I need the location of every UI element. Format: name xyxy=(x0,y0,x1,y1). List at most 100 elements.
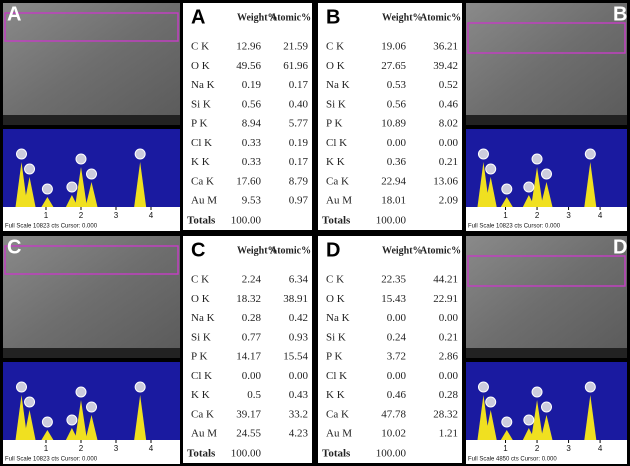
spectrum-peak xyxy=(484,177,497,207)
element-name: O K xyxy=(191,60,210,72)
spectrum-scale: Full Scale 10823 cts Cursor: 0.000 xyxy=(5,457,98,463)
element-marker xyxy=(66,414,78,426)
spectrum-peak xyxy=(584,395,597,440)
atomic-value: 0.00 xyxy=(439,370,459,382)
spectrum-peak xyxy=(23,177,36,207)
axis-tick-label: 3 xyxy=(114,211,119,220)
element-marker xyxy=(523,181,535,193)
spectrum-scale: Full Scale 10823 cts Cursor: 0.000 xyxy=(5,224,98,230)
totals-label: Totals xyxy=(187,448,216,460)
atomic-value: 0.21 xyxy=(439,331,458,343)
element-marker xyxy=(477,381,489,393)
sem-image xyxy=(466,236,627,358)
atomic-value: 0.93 xyxy=(289,331,309,343)
axis-tick-label: 2 xyxy=(535,211,540,220)
weight-value: 0.28 xyxy=(242,312,262,324)
element-marker xyxy=(86,401,97,413)
table-header: Weight% xyxy=(382,12,423,23)
atomic-value: 0.28 xyxy=(439,389,459,401)
element-marker xyxy=(41,416,53,428)
atomic-value: 44.21 xyxy=(433,274,458,286)
weight-value: 49.56 xyxy=(236,60,261,72)
element-name: Si K xyxy=(191,331,211,343)
weight-value: 14.17 xyxy=(236,351,261,363)
spectrum-scale: Full Scale 10823 cts Cursor: 0.000 xyxy=(468,224,561,230)
element-marker xyxy=(16,148,27,160)
totals-label: Totals xyxy=(322,448,351,460)
weight-value: 0.00 xyxy=(387,137,407,149)
table-bg xyxy=(318,3,462,230)
atomic-value: 0.17 xyxy=(289,79,309,91)
element-marker xyxy=(75,386,87,398)
weight-value: 22.35 xyxy=(381,274,406,286)
atomic-value: 0.00 xyxy=(289,370,309,382)
weight-value: 19.06 xyxy=(381,41,406,53)
weight-value: 0.00 xyxy=(387,312,407,324)
weight-value: 39.17 xyxy=(236,408,261,420)
spectrum-peak xyxy=(500,197,513,207)
spectrum-peak xyxy=(522,428,535,440)
axis-tick-label: 2 xyxy=(535,444,540,453)
spectrum-axis xyxy=(466,207,627,231)
element-name: Na K xyxy=(191,312,215,324)
panel-label: D xyxy=(613,236,627,258)
axis-tick-label: 3 xyxy=(566,444,571,453)
panel-label: A xyxy=(7,3,21,25)
totals-label: Totals xyxy=(187,215,216,227)
axis-tick-label: 1 xyxy=(503,444,508,453)
weight-value: 0.33 xyxy=(242,137,262,149)
panel-label: C xyxy=(7,236,21,258)
weight-value: 18.01 xyxy=(381,195,406,207)
weight-value: 17.60 xyxy=(236,175,261,187)
scan-region xyxy=(4,12,179,42)
weight-value: 24.55 xyxy=(236,428,261,440)
spectrum-peak xyxy=(65,195,78,207)
element-marker xyxy=(134,148,146,160)
atomic-value: 36.21 xyxy=(433,41,458,53)
weight-value: 18.32 xyxy=(236,293,261,305)
spectrum-peak xyxy=(584,162,597,207)
atomic-value: 0.00 xyxy=(439,312,459,324)
weight-value: 0.24 xyxy=(387,331,407,343)
scan-region xyxy=(467,22,626,54)
atomic-value: 38.91 xyxy=(283,293,308,305)
element-name: O K xyxy=(326,293,345,305)
scan-region xyxy=(467,255,626,287)
spectrum-peak xyxy=(540,182,553,207)
spectrum-peak xyxy=(477,162,490,207)
spectrum-scale: Full Scale 4850 cts Cursor: 0.000 xyxy=(468,457,557,463)
weight-value: 0.46 xyxy=(387,389,407,401)
spectrum-axis xyxy=(3,440,180,464)
weight-value: 12.96 xyxy=(236,41,261,53)
weight-value: 0.53 xyxy=(387,79,407,91)
spectrum-peak xyxy=(41,197,54,207)
axis-tick-label: 1 xyxy=(44,211,49,220)
spectrum-peak xyxy=(15,162,28,207)
axis-tick-label: 4 xyxy=(149,444,154,453)
atomic-value: 1.21 xyxy=(439,428,458,440)
atomic-value: 33.2 xyxy=(289,408,308,420)
atomic-value: 0.97 xyxy=(289,195,309,207)
spectrum-peak xyxy=(134,162,147,207)
spectrum-peak xyxy=(522,195,535,207)
weight-value: 0.19 xyxy=(242,79,262,91)
element-name: Na K xyxy=(326,312,350,324)
atomic-value: 5.77 xyxy=(289,118,309,130)
axis-tick-label: 1 xyxy=(44,444,49,453)
table-header: Atomic% xyxy=(270,245,311,256)
image-footer xyxy=(3,115,180,125)
totals-label: Totals xyxy=(322,215,351,227)
element-marker xyxy=(531,153,543,165)
element-name: Cl K xyxy=(191,370,212,382)
atomic-value: 0.46 xyxy=(439,98,459,110)
atomic-value: 13.06 xyxy=(433,175,458,187)
atomic-value: 39.42 xyxy=(433,60,458,72)
element-marker xyxy=(16,381,27,393)
table-header: Atomic% xyxy=(270,12,311,23)
element-name: Ca K xyxy=(191,408,214,420)
element-marker xyxy=(584,148,596,160)
weight-value: 0.56 xyxy=(387,98,407,110)
element-name: P K xyxy=(326,351,342,363)
weight-value: 15.43 xyxy=(381,293,406,305)
element-marker xyxy=(75,153,87,165)
